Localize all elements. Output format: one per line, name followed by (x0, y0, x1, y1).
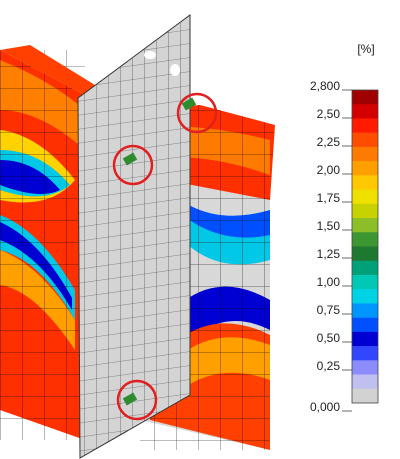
color-band (352, 360, 378, 375)
color-band (352, 218, 378, 233)
color-band (352, 274, 378, 290)
color-band (352, 260, 378, 276)
color-band (352, 189, 378, 205)
color-bar-frame (351, 89, 379, 404)
color-band (352, 303, 378, 318)
color-band (352, 132, 378, 148)
color-band (352, 118, 378, 133)
legend-label: 0,50 (317, 331, 341, 345)
color-band (352, 374, 378, 390)
color-band (352, 203, 378, 219)
legend: [%] 2,800 2,50 2,25 2,00 1,75 1,50 1,25 1,00 0,7… (310, 42, 379, 414)
legend-label: 1,25 (317, 247, 341, 261)
legend-label: 1,00 (317, 275, 341, 289)
legend-label: 0,25 (317, 359, 341, 373)
legend-label: 1,50 (317, 219, 341, 233)
fem-model (0, 14, 275, 459)
color-band (352, 104, 378, 119)
color-band (352, 246, 378, 262)
legend-label: 0,75 (317, 303, 341, 317)
legend-label: 0,000 (310, 400, 340, 414)
legend-label: 2,00 (317, 163, 341, 177)
color-band (352, 331, 378, 347)
color-band (352, 161, 378, 176)
legend-title: [%] (357, 42, 374, 56)
color-band (352, 388, 378, 404)
legend-label: 2,50 (317, 107, 341, 121)
color-band (352, 317, 378, 333)
color-band (352, 146, 378, 162)
color-band (352, 90, 378, 105)
color-band (352, 289, 378, 304)
color-band (352, 346, 378, 361)
color-band (352, 232, 378, 247)
color-band (352, 175, 378, 190)
legend-label: 2,800 (310, 79, 340, 93)
legend-label: 1,75 (317, 191, 341, 205)
legend-label: 2,25 (317, 135, 341, 149)
